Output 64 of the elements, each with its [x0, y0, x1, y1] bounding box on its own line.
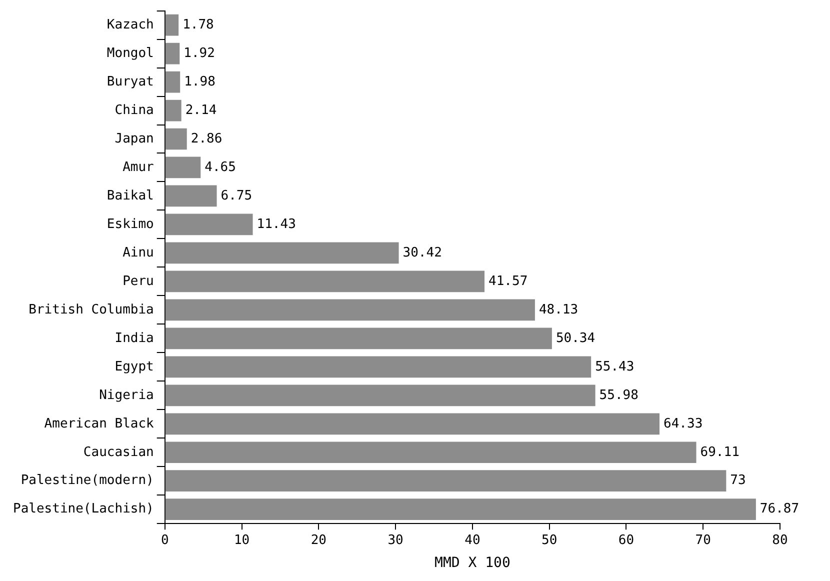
bar	[165, 413, 660, 435]
y-tick-label: Amur	[122, 160, 154, 175]
data-label: 2.14	[185, 102, 217, 118]
data-label: 11.43	[256, 216, 296, 232]
y-tick-label: British Columbia	[28, 302, 154, 318]
y-tick-label: Palestine(modern)	[20, 473, 154, 488]
bar	[165, 214, 253, 236]
y-tick-label: Eskimo	[106, 216, 154, 232]
y-tick-label: Caucasian	[83, 444, 154, 460]
data-label: 69.11	[700, 444, 740, 460]
bar	[165, 442, 696, 464]
data-label: 1.92	[184, 46, 215, 61]
x-tick-label: 20	[310, 532, 326, 548]
y-tick-label: Buryat	[106, 74, 154, 90]
y-tick-label: Egypt	[114, 359, 154, 374]
y-tick-label: Japan	[114, 131, 154, 146]
y-tick-label: Ainu	[122, 245, 154, 260]
bar	[165, 156, 201, 178]
y-tick-label: Kazach	[106, 17, 154, 32]
x-axis-title: MMD X 100	[434, 555, 510, 572]
bar	[165, 185, 217, 207]
x-tick-label: 0	[160, 532, 169, 548]
data-label: 1.78	[182, 17, 214, 32]
data-label: 73	[730, 473, 746, 488]
bar	[165, 71, 180, 93]
data-label: 2.86	[190, 131, 222, 146]
bar	[165, 498, 756, 520]
x-tick-label: 30	[388, 532, 404, 548]
bar	[165, 100, 182, 122]
data-label: 30.42	[402, 245, 442, 260]
bar	[165, 14, 179, 36]
y-tick-label: Peru	[122, 274, 154, 289]
y-tick-label: India	[114, 330, 154, 346]
x-tick-label: 60	[618, 532, 634, 548]
bar	[165, 470, 726, 492]
x-tick-label: 70	[695, 532, 711, 548]
data-label: 1.98	[184, 74, 216, 90]
x-tick-label: 50	[542, 532, 558, 548]
data-label: 6.75	[220, 188, 252, 204]
bar	[165, 128, 187, 150]
y-tick-label: China	[114, 102, 154, 118]
data-label: 48.13	[538, 302, 578, 318]
data-label: 55.98	[599, 388, 638, 403]
bar	[165, 328, 552, 350]
data-label: 50.34	[556, 330, 596, 346]
x-tick-label: 10	[234, 532, 250, 548]
data-label: 55.43	[595, 359, 634, 374]
x-tick-label: 80	[772, 532, 788, 548]
data-label: 4.65	[204, 160, 236, 175]
y-tick-label: Nigeria	[99, 388, 154, 403]
bar	[165, 299, 535, 321]
bar	[165, 356, 592, 378]
bar	[165, 242, 399, 264]
bar	[165, 270, 485, 292]
y-tick-label: Baikal	[106, 188, 154, 204]
bar	[165, 384, 596, 406]
y-tick-label: American Black	[44, 416, 154, 432]
data-label: 41.57	[488, 274, 528, 289]
y-tick-label: Mongol	[106, 46, 154, 61]
x-tick-label: 40	[464, 532, 480, 548]
y-tick-label: Palestine(Lachish)	[12, 502, 154, 517]
data-label: 64.33	[664, 416, 703, 432]
bar	[165, 42, 180, 64]
data-label: 76.87	[760, 502, 800, 517]
